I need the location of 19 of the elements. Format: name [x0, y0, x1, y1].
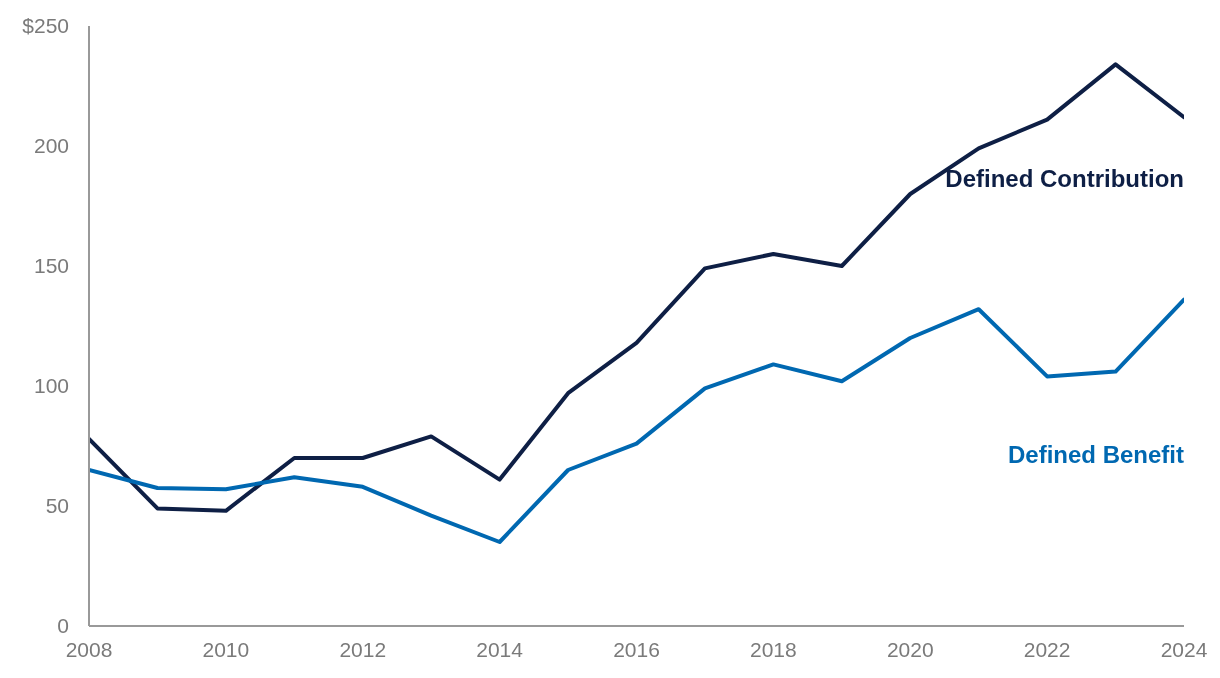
y-tick-label: 50 [45, 494, 69, 518]
x-tick-label: 2024 [1160, 637, 1208, 661]
x-tick-label: 2014 [476, 637, 524, 661]
y-tick-label: 0 [57, 614, 69, 638]
y-tick-label: 100 [33, 374, 69, 398]
x-tick-label: 2018 [750, 637, 797, 661]
series-label: Defined Contribution [945, 165, 1184, 193]
line-series [89, 62, 1184, 513]
x-tick-label: 2008 [65, 637, 113, 661]
y-tick-label: 200 [33, 134, 69, 158]
y-tick-label: $250 [22, 14, 69, 38]
line-series [89, 297, 1184, 544]
x-tick-label: 2016 [613, 637, 660, 661]
x-tick-label: 2012 [339, 637, 387, 661]
x-tick-label: 2010 [202, 637, 250, 661]
y-tick-label: 150 [33, 254, 69, 278]
x-tick-label: 2022 [1023, 637, 1071, 661]
x-tick-label: 2020 [886, 637, 934, 661]
text: Defined Benefit [1007, 440, 1185, 468]
